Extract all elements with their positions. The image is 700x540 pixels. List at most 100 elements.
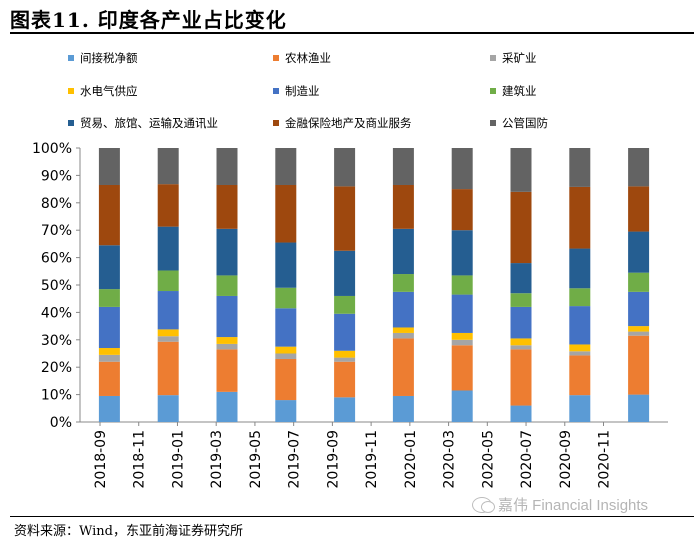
bar-segment-5-2019-06 [275, 287, 297, 309]
x-tick-label: 2019-01 [170, 430, 186, 489]
bar-stack-2019-12 [392, 148, 414, 422]
legend-item-8: 公管国防 [490, 116, 548, 130]
x-axis: 2018-09 2018-11 2019-01 2019-03 2019-05 2019-… [93, 422, 613, 489]
bar-segment-1-2019-03 [216, 349, 238, 392]
bar-segment-5-2020-06 [510, 293, 532, 307]
bar-segment-1-2018-09 [98, 361, 120, 396]
y-tick-label: 0% [50, 415, 72, 431]
bar-segment-1-2019-06 [275, 358, 297, 401]
y-tick-label: 80% [41, 196, 72, 212]
bar-segment-3-2019-06 [275, 346, 297, 354]
bar-stack-2020-06 [510, 148, 532, 422]
x-tick-label: 2019-03 [209, 430, 225, 489]
bar-segment-8-2018-12 [157, 148, 179, 185]
source-note: 资料来源：Wind，东亚前海证券研究所 [14, 524, 243, 539]
bar-segment-6-2020-09 [569, 248, 591, 289]
bar-segment-6-2019-12 [392, 228, 414, 275]
bar-segment-4-2018-12 [157, 291, 179, 330]
x-tick-label: 2020-07 [519, 430, 535, 489]
bar-segment-2-2019-03 [216, 343, 238, 350]
legend-swatch [490, 88, 496, 94]
source-rule [10, 516, 694, 517]
bar-segment-6-2020-03 [451, 230, 473, 276]
bar-segment-4-2019-09 [334, 313, 356, 351]
bar-segment-1-2019-12 [392, 338, 414, 396]
legend-swatch [490, 120, 496, 126]
bar-segment-2-2019-06 [275, 353, 297, 359]
bar-segment-7-2020-03 [451, 189, 473, 231]
y-tick-label: 70% [41, 223, 72, 239]
x-tick-label: 2020-01 [403, 430, 419, 489]
bar-segment-1-2020-12 [628, 335, 650, 395]
bar-stack-2018-12 [157, 148, 179, 422]
bar-segment-3-2019-09 [334, 350, 356, 358]
bar-segment-2-2019-09 [334, 357, 356, 362]
legend-label: 金融保险地产及商业服务 [285, 116, 412, 130]
y-tick-label: 40% [41, 305, 72, 321]
bar-segment-8-2020-06 [510, 148, 532, 192]
bar-segment-2-2019-12 [392, 332, 414, 339]
legend-label: 采矿业 [502, 51, 537, 65]
bar-segment-4-2019-12 [392, 291, 414, 328]
bar-segment-1-2019-09 [334, 361, 356, 398]
bar-segment-5-2019-09 [334, 295, 356, 314]
y-tick-label: 30% [41, 333, 72, 349]
bar-segment-1-2020-06 [510, 349, 532, 406]
bar-stack-2019-03 [216, 148, 238, 422]
bar-segment-1-2020-03 [451, 345, 473, 391]
legend-label: 公管国防 [502, 116, 548, 130]
bar-segment-8-2020-12 [628, 148, 650, 187]
legend-item-3: 水电气供应 [68, 84, 138, 98]
bar-segment-4-2020-03 [451, 294, 473, 333]
y-tick-label: 100% [32, 141, 72, 157]
watermark-text: 嘉伟 Financial Insights [498, 497, 649, 514]
bar-segment-3-2020-09 [569, 344, 591, 352]
bar-segment-0-2020-09 [569, 395, 591, 422]
wechat-icon [472, 496, 495, 513]
legend-item-1: 农林渔业 [273, 51, 331, 65]
legend-swatch [68, 88, 74, 94]
bar-segment-2-2020-06 [510, 345, 532, 350]
bar-segment-6-2020-06 [510, 263, 532, 294]
bar-segment-4-2019-06 [275, 308, 297, 347]
legend-label: 制造业 [285, 84, 320, 98]
x-tick-label: 2019-05 [248, 430, 264, 489]
bar-segment-8-2019-12 [392, 148, 414, 185]
bar-stack-2020-09 [569, 148, 591, 422]
legend-label: 农林渔业 [285, 51, 331, 65]
legend-item-4: 制造业 [273, 84, 320, 98]
legend-label: 水电气供应 [80, 84, 138, 98]
title-rule [10, 32, 694, 34]
bar-segment-3-2019-03 [216, 337, 238, 344]
x-tick-label: 2020-05 [480, 430, 496, 489]
legend-item-2: 采矿业 [490, 51, 537, 65]
bar-segment-0-2019-06 [275, 400, 297, 422]
bar-segment-7-2018-12 [157, 184, 179, 227]
watermark: 嘉伟 Financial Insights [472, 494, 648, 515]
bar-stack-2020-03 [451, 148, 473, 422]
bar-segment-3-2019-12 [392, 327, 414, 333]
legend-swatch [273, 55, 279, 61]
bar-stack-2019-09 [334, 148, 356, 422]
bar-segment-4-2018-09 [98, 306, 120, 349]
bar-segment-6-2019-03 [216, 228, 238, 276]
bars [98, 148, 650, 422]
bar-segment-3-2020-12 [628, 326, 650, 332]
legend-swatch [490, 55, 496, 61]
legend-swatch [68, 55, 74, 61]
bar-segment-5-2020-09 [569, 288, 591, 307]
y-axis: 0% 10% 20% 30% 40% 50% 60% 70% 80% 90% 100% [32, 141, 80, 431]
figure-title: 图表11. 印度各产业占比变化 [10, 8, 287, 32]
bar-segment-2-2018-12 [157, 336, 179, 342]
bar-segment-4-2020-12 [628, 291, 650, 327]
bar-segment-7-2019-09 [334, 186, 356, 251]
legend-label: 间接税净额 [80, 51, 138, 65]
bar-segment-6-2020-12 [628, 231, 650, 273]
bar-segment-5-2020-03 [451, 275, 473, 295]
y-tick-label: 50% [41, 278, 72, 294]
bar-segment-7-2018-09 [98, 184, 120, 246]
bar-segment-0-2020-03 [451, 390, 473, 422]
bar-segment-6-2018-12 [157, 226, 179, 271]
bar-segment-8-2020-09 [569, 148, 591, 187]
